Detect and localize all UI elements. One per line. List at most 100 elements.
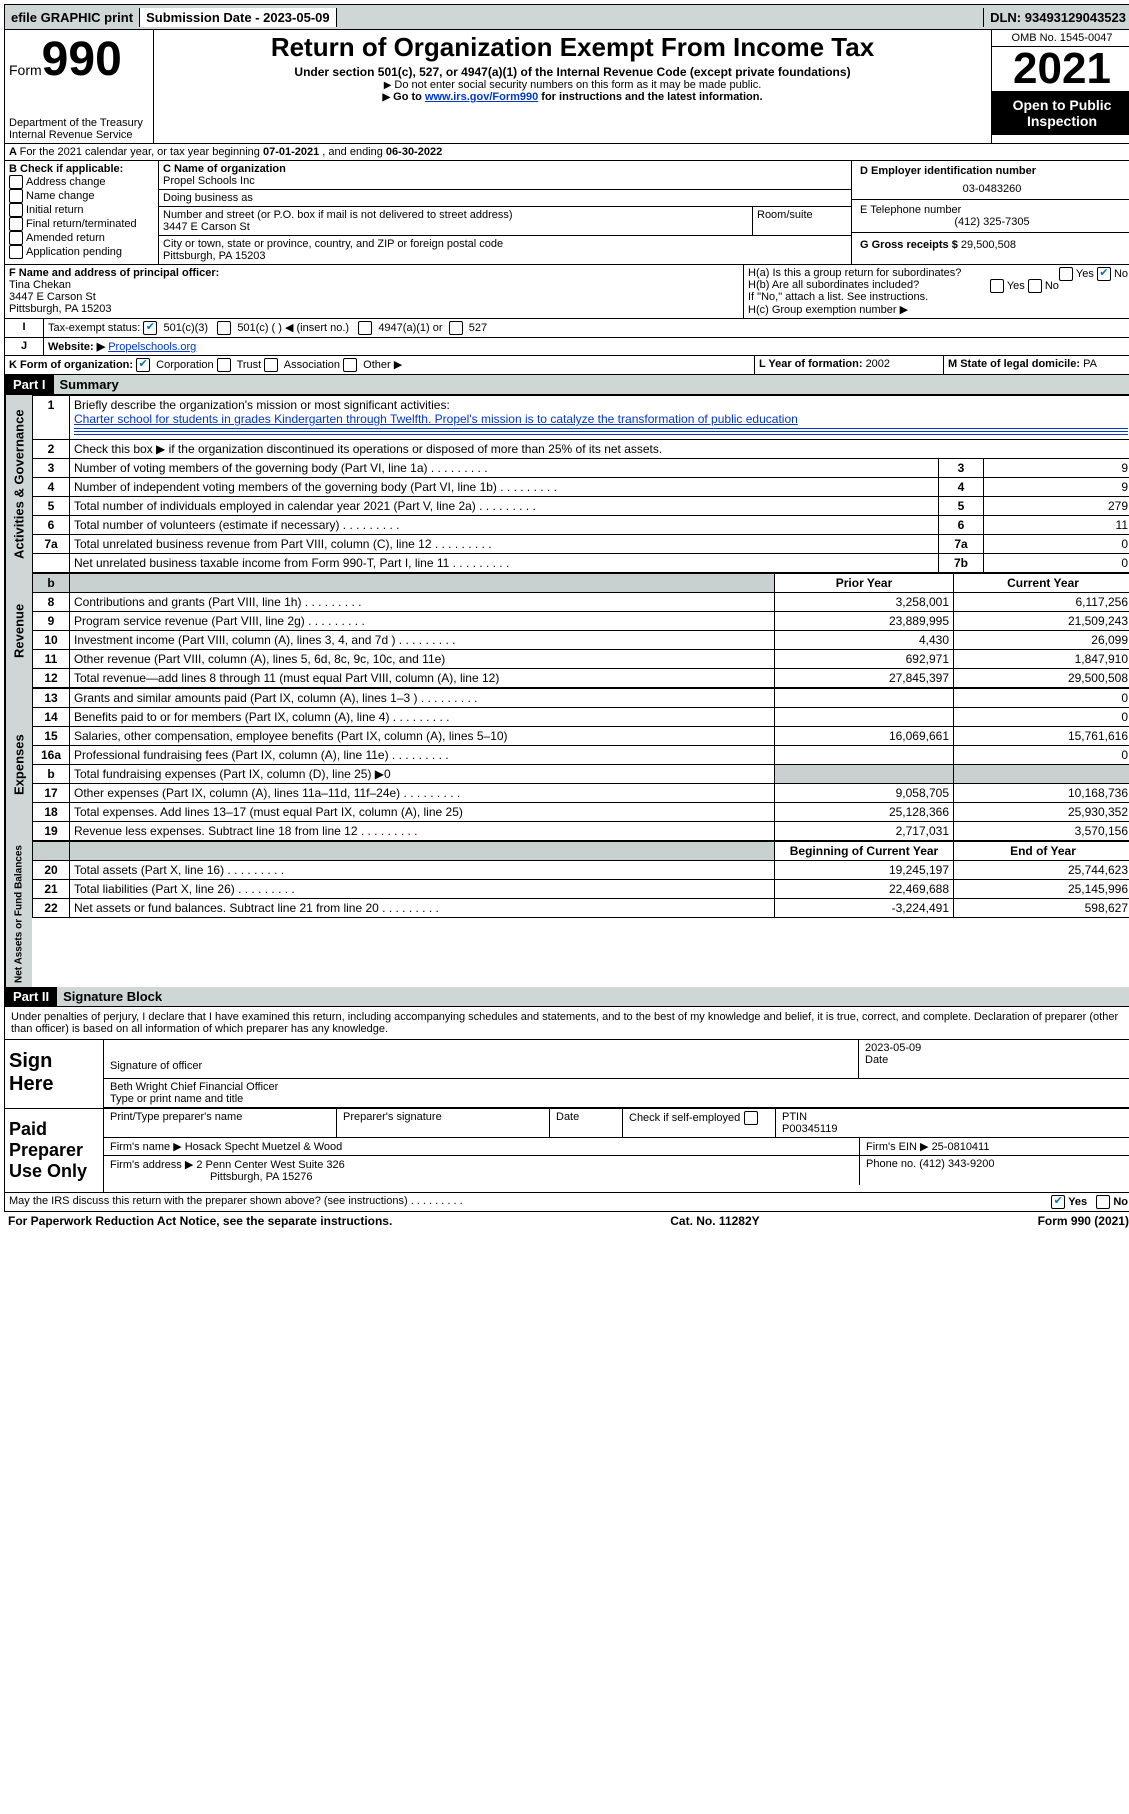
org-name: Propel Schools Inc: [163, 175, 847, 187]
gov-row: 3Number of voting members of the governi…: [33, 459, 1129, 478]
net-row: 21Total liabilities (Part X, line 26)22,…: [33, 880, 1129, 899]
state-domicile: PA: [1083, 358, 1097, 370]
form-title: Return of Organization Exempt From Incom…: [160, 32, 985, 63]
checkbox-527[interactable]: [449, 321, 463, 335]
pra-notice: For Paperwork Reduction Act Notice, see …: [8, 1214, 392, 1228]
firm-name: Hosack Specht Muetzel & Wood: [185, 1141, 343, 1153]
checkbox-discuss-no[interactable]: [1096, 1195, 1110, 1209]
gov-row: 5Total number of individuals employed in…: [33, 497, 1129, 516]
rev-row: 10Investment income (Part VIII, column (…: [33, 631, 1129, 650]
checkbox-application-pending[interactable]: [9, 245, 23, 259]
block-bcdeg: B Check if applicable: Address change Na…: [4, 161, 1129, 265]
checkbox-association[interactable]: [264, 358, 278, 372]
section-deg: D Employer identification number 03-0483…: [852, 161, 1129, 264]
website-link[interactable]: Propelschools.org: [108, 341, 196, 353]
telephone: (412) 325-7305: [860, 216, 1124, 228]
exp-row: 13Grants and similar amounts paid (Part …: [33, 689, 1129, 708]
table-revenue: bPrior YearCurrent Year 8Contributions a…: [32, 573, 1129, 688]
checkbox-discuss-yes[interactable]: [1051, 1195, 1065, 1209]
section-c: C Name of organization Propel Schools In…: [159, 161, 852, 264]
checkbox-initial-return[interactable]: [9, 203, 23, 217]
rev-row: 11Other revenue (Part VIII, column (A), …: [33, 650, 1129, 669]
checkbox-hb-yes[interactable]: [990, 279, 1004, 293]
checkbox-trust[interactable]: [217, 358, 231, 372]
rev-row: 12Total revenue—add lines 8 through 11 (…: [33, 669, 1129, 688]
sign-date: 2023-05-09: [865, 1042, 1125, 1054]
officer-name: Tina Chekan: [9, 279, 739, 291]
page-footer: For Paperwork Reduction Act Notice, see …: [4, 1212, 1129, 1230]
section-b: B Check if applicable: Address change Na…: [5, 161, 159, 264]
checkbox-hb-no[interactable]: [1028, 279, 1042, 293]
signer-name: Beth Wright Chief Financial Officer: [110, 1081, 1126, 1093]
section-net-assets: Net Assets or Fund Balances Beginning of…: [4, 841, 1129, 987]
part2-badge: Part II: [5, 987, 57, 1006]
table-net-assets: Beginning of Current YearEnd of Year 20T…: [32, 841, 1129, 918]
section-revenue: Revenue bPrior YearCurrent Year 8Contrib…: [4, 573, 1129, 688]
ein: 03-0483260: [860, 177, 1124, 195]
line-a: A For the 2021 calendar year, or tax yea…: [4, 144, 1129, 161]
firm-phone: (412) 343-9200: [919, 1158, 994, 1170]
vtab-revenue: Revenue: [5, 573, 32, 688]
form-word: Form: [9, 62, 42, 78]
checkbox-501c[interactable]: [217, 321, 231, 335]
rev-row: 9Program service revenue (Part VIII, lin…: [33, 612, 1129, 631]
exp-row: 16aProfessional fundraising fees (Part I…: [33, 746, 1129, 765]
checkbox-final-return[interactable]: [9, 217, 23, 231]
form-ref: Form 990 (2021): [1038, 1214, 1129, 1228]
open-public-badge: Open to Public Inspection: [992, 91, 1129, 135]
section-governance: Activities & Governance 1 Briefly descri…: [4, 395, 1129, 573]
cat-no: Cat. No. 11282Y: [670, 1214, 759, 1228]
subtitle-1: Under section 501(c), 527, or 4947(a)(1)…: [160, 65, 985, 79]
sign-here-label: Sign Here: [5, 1040, 104, 1108]
section-expenses: Expenses 13Grants and similar amounts pa…: [4, 688, 1129, 841]
gov-row: 4Number of independent voting members of…: [33, 478, 1129, 497]
checkbox-name-change[interactable]: [9, 189, 23, 203]
exp-row: 17Other expenses (Part IX, column (A), l…: [33, 784, 1129, 803]
checkbox-4947[interactable]: [358, 321, 372, 335]
goto-prefix: Go to: [382, 91, 424, 103]
ptin: P00345119: [782, 1123, 837, 1135]
header-mid: Return of Organization Exempt From Incom…: [154, 30, 991, 143]
vtab-governance: Activities & Governance: [5, 395, 32, 573]
firm-ein: 25-0810411: [932, 1141, 990, 1153]
header-left: Form990 Department of the Treasury Inter…: [5, 30, 154, 143]
org-street: 3447 E Carson St: [163, 221, 748, 233]
exp-row: 15Salaries, other compensation, employee…: [33, 727, 1129, 746]
org-city: Pittsburgh, PA 15203: [163, 250, 847, 262]
part2-header-row: Part II Signature Block: [4, 987, 1129, 1007]
year-formation: 2002: [866, 358, 890, 370]
section-h: H(a) Is this a group return for subordin…: [744, 265, 1129, 318]
net-row: 22Net assets or fund balances. Subtract …: [33, 899, 1129, 918]
checkbox-amended-return[interactable]: [9, 231, 23, 245]
vtab-expenses: Expenses: [5, 688, 32, 841]
efile-label: efile GRAPHIC print: [5, 8, 140, 27]
line-j: J Website: ▶ Propelschools.org: [4, 338, 1129, 356]
table-expenses: 13Grants and similar amounts paid (Part …: [32, 688, 1129, 841]
checkbox-other[interactable]: [343, 358, 357, 372]
exp-row: 14Benefits paid to or for members (Part …: [33, 708, 1129, 727]
checkbox-corporation[interactable]: [136, 358, 150, 372]
rev-row: 8Contributions and grants (Part VIII, li…: [33, 593, 1129, 612]
table-governance: 1 Briefly describe the organization's mi…: [32, 395, 1129, 573]
exp-row: 18Total expenses. Add lines 13–17 (must …: [33, 803, 1129, 822]
checkbox-self-employed[interactable]: [744, 1111, 758, 1125]
exp-row: bTotal fundraising expenses (Part IX, co…: [33, 765, 1129, 784]
part1-badge: Part I: [5, 375, 54, 394]
irs-link[interactable]: www.irs.gov/Form990: [425, 91, 538, 103]
part1-header-row: Part I Summary: [4, 375, 1129, 395]
discuss-line: May the IRS discuss this return with the…: [4, 1193, 1129, 1212]
declaration-text: Under penalties of perjury, I declare th…: [4, 1007, 1129, 1040]
part1-title: Summary: [54, 375, 1129, 394]
mission-text[interactable]: Charter school for students in grades Ki…: [74, 412, 798, 426]
subtitle-2: Do not enter social security numbers on …: [160, 79, 985, 91]
checkbox-ha-no[interactable]: [1097, 267, 1111, 281]
vtab-net-assets: Net Assets or Fund Balances: [5, 841, 32, 987]
checkbox-501c3[interactable]: [143, 321, 157, 335]
checkbox-ha-yes[interactable]: [1059, 267, 1073, 281]
line-klm: K Form of organization: Corporation Trus…: [4, 356, 1129, 375]
line-i: I Tax-exempt status: 501(c)(3) 501(c) ( …: [4, 319, 1129, 338]
gross-receipts: 29,500,508: [961, 239, 1016, 251]
checkbox-address-change[interactable]: [9, 175, 23, 189]
gov-row: Net unrelated business taxable income fr…: [33, 554, 1129, 573]
section-f: F Name and address of principal officer:…: [5, 265, 744, 318]
